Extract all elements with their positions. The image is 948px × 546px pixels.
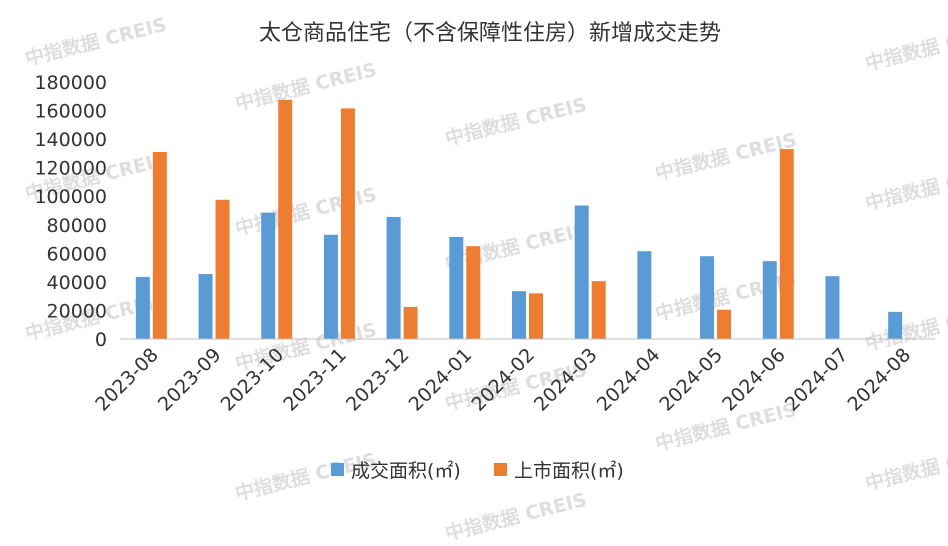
legend-swatch <box>494 463 507 476</box>
y-tick-label: 180000 <box>34 72 107 94</box>
chart-title: 太仓商品住宅（不含保障性住房）新增成交走势 <box>259 21 721 46</box>
bar-listed-area <box>152 151 167 339</box>
bar-listed-area <box>591 281 606 339</box>
bar-listed-area <box>466 246 481 339</box>
bar-transaction-area <box>386 216 401 339</box>
bar-transaction-area <box>888 311 903 339</box>
legend: 成交面积(㎡) 上市面积(㎡) <box>331 459 624 482</box>
bar-listed-area <box>403 306 418 339</box>
y-tick-label: 60000 <box>47 243 107 265</box>
x-tick-label: 2024-06 <box>718 344 790 416</box>
bars <box>135 99 903 340</box>
y-tick-label: 20000 <box>47 300 107 322</box>
bar-listed-area <box>529 293 543 339</box>
bar-chart: 太仓商品住宅（不含保障性住房）新增成交走势 0 20000 40000 60000 80… <box>34 21 935 482</box>
bar-transaction-area <box>825 276 840 339</box>
x-tick-label: 2023-10 <box>217 344 289 416</box>
bar-listed-area <box>717 309 732 339</box>
y-tick-label: 140000 <box>34 129 107 151</box>
bar-transaction-area <box>637 251 652 339</box>
y-tick-label: 160000 <box>34 101 107 123</box>
x-axis: 2023-082023-092023-102023-112023-122024-… <box>91 344 915 416</box>
bar-transaction-area <box>700 256 715 339</box>
x-tick-label: 2023-09 <box>154 344 226 416</box>
bar-listed-area <box>215 199 230 339</box>
x-tick-label: 2024-05 <box>655 344 727 416</box>
bar-transaction-area <box>135 276 150 339</box>
bar-listed-area <box>340 108 355 340</box>
legend-label: 成交面积(㎡) <box>351 459 461 482</box>
y-tick-label: 100000 <box>34 186 107 208</box>
y-tick-label: 80000 <box>47 215 107 237</box>
y-tick-label: 40000 <box>47 272 107 294</box>
bar-transaction-area <box>323 234 338 339</box>
x-tick-label: 2023-11 <box>279 344 351 416</box>
x-tick-label: 2024-01 <box>405 344 477 416</box>
x-tick-label: 2024-04 <box>593 344 665 416</box>
bar-transaction-area <box>574 205 589 339</box>
bar-listed-area <box>278 99 293 339</box>
x-tick-label: 2024-03 <box>530 344 602 416</box>
legend-label: 上市面积(㎡) <box>514 459 624 482</box>
x-tick-label: 2023-08 <box>91 344 163 416</box>
x-tick-label: 2023-12 <box>342 344 414 416</box>
bar-transaction-area <box>762 261 777 339</box>
x-tick-label: 2024-08 <box>843 344 915 416</box>
bar-transaction-area <box>261 212 276 339</box>
legend-swatch <box>331 463 344 476</box>
x-tick-label: 2024-02 <box>467 344 539 416</box>
y-axis: 0 20000 40000 60000 80000 100000 120000 140000 1… <box>34 72 107 351</box>
bar-transaction-area <box>449 236 464 339</box>
x-tick-label: 2024-07 <box>781 344 853 416</box>
y-tick-label: 0 <box>95 329 107 351</box>
y-tick-label: 120000 <box>34 158 107 180</box>
bar-transaction-area <box>512 291 526 339</box>
bar-transaction-area <box>198 274 213 339</box>
bar-listed-area <box>779 149 794 339</box>
